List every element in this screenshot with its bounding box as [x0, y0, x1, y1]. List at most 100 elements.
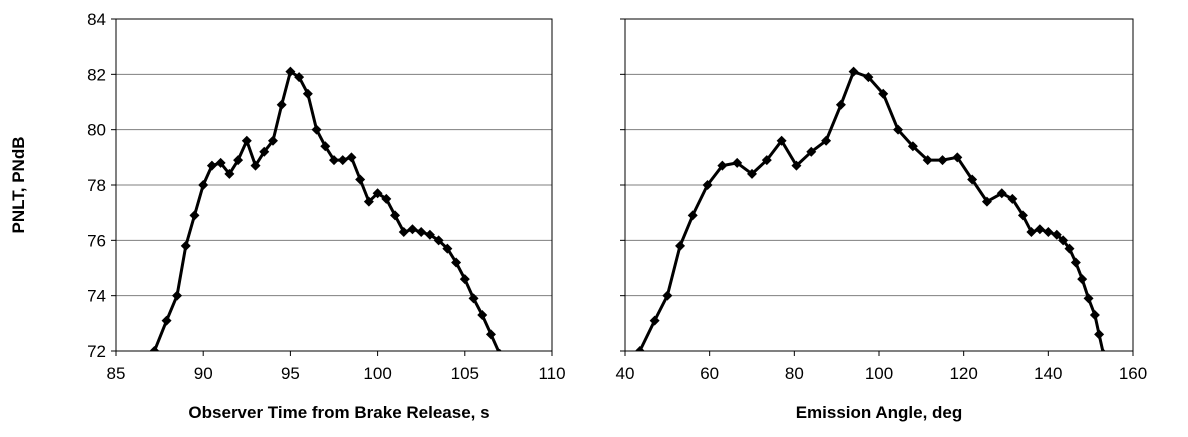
right-data-point-35	[1077, 274, 1088, 285]
right-data-point-15	[848, 66, 859, 77]
right-xtick-label-5: 140	[1034, 364, 1062, 383]
left-data-point-26	[381, 193, 392, 204]
left-data-point-16	[294, 72, 305, 83]
left-data-point-17	[302, 88, 313, 99]
left-xtick-label-4: 105	[451, 364, 479, 383]
right-data-point-32	[1058, 235, 1069, 246]
left-data-point-7	[215, 157, 226, 168]
left-data-point-8	[224, 168, 235, 179]
right-data-point-31	[1051, 229, 1062, 240]
right-data-point-29	[1034, 224, 1045, 235]
right-x-axis-title: Emission Angle, deg	[796, 403, 963, 422]
right-chart-panel: 40 60 80 100 120 140 160 Emission Angle, deg	[616, 18, 1147, 422]
right-data-point-8	[747, 168, 757, 179]
left-data-point-34	[451, 257, 462, 268]
right-data-point-5	[702, 180, 713, 190]
left-data-point-2	[172, 290, 183, 301]
left-data-point-3	[180, 240, 191, 251]
right-xtick-label-0: 40	[616, 364, 635, 383]
left-ytick-label-2: 76	[87, 231, 106, 250]
right-data-point-33	[1064, 243, 1075, 254]
left-xtick-label-3: 100	[363, 364, 391, 383]
left-data-point-39	[497, 348, 502, 351]
left-data-point-14	[276, 99, 287, 110]
right-data-point-1	[649, 315, 660, 326]
left-data-point-30	[416, 227, 427, 238]
left-data-point-4	[189, 210, 200, 221]
left-data-point-37	[477, 310, 488, 321]
left-xtick-label-0: 85	[107, 364, 126, 383]
left-data-point-36	[468, 293, 479, 304]
right-data-point-3	[675, 240, 686, 251]
left-ytick-label-4: 80	[87, 121, 106, 140]
left-data-point-22	[346, 152, 357, 163]
left-data-point-6	[206, 160, 217, 171]
left-data-point-11	[250, 160, 261, 171]
right-data-point-2	[662, 290, 673, 301]
left-ytick-label-1: 74	[87, 287, 106, 306]
left-data-point-1	[161, 315, 172, 326]
right-data-point-10	[776, 135, 787, 146]
left-data-point-5	[198, 180, 209, 190]
left-plot-area	[149, 66, 502, 351]
right-data-point-17	[878, 88, 889, 99]
right-data-point-6	[717, 160, 728, 171]
left-data-point-31	[424, 229, 435, 240]
right-data-point-25	[996, 188, 1007, 199]
right-data-point-14	[835, 99, 846, 110]
right-data-point-9	[761, 155, 772, 166]
left-data-point-28	[398, 227, 409, 238]
right-data-point-26	[1007, 193, 1018, 204]
right-data-point-36	[1083, 293, 1094, 304]
right-data-point-18	[893, 124, 904, 135]
left-ytick-label-5: 82	[87, 65, 106, 84]
left-data-point-23	[355, 174, 366, 185]
right-data-point-16	[863, 72, 874, 83]
right-xtick-label-3: 100	[865, 364, 893, 383]
left-data-point-12	[259, 146, 270, 157]
right-xtick-label-1: 60	[700, 364, 719, 383]
right-data-point-4	[687, 210, 698, 221]
left-xtick-label-1: 90	[194, 364, 213, 383]
left-chart-panel: 72 74 76 78 80 82 84 85 90 95 100 105 110 Observer Ti…	[9, 10, 566, 422]
left-data-point-27	[390, 210, 401, 221]
left-y-axis-title: PNLT, PNdB	[9, 137, 28, 234]
left-data-point-10	[241, 135, 252, 146]
left-data-point-20	[329, 155, 339, 166]
right-data-point-23	[967, 174, 978, 185]
right-data-point-19	[907, 141, 918, 152]
right-xtick-label-2: 80	[785, 364, 804, 383]
left-data-point-18	[311, 124, 322, 135]
left-ytick-label-6: 84	[87, 10, 106, 29]
left-series-line-0	[153, 70, 501, 351]
right-xtick-label-6: 160	[1119, 364, 1147, 383]
right-data-point-28	[1026, 227, 1037, 238]
right-data-point-11	[791, 160, 802, 171]
right-data-point-21	[937, 155, 948, 166]
right-xtick-label-4: 120	[949, 364, 977, 383]
right-plot-area	[634, 66, 1106, 351]
left-xtick-label-5: 110	[538, 364, 565, 383]
right-data-point-22	[952, 152, 963, 163]
left-data-point-35	[459, 274, 470, 285]
left-data-point-32	[433, 235, 444, 246]
right-data-point-7	[732, 157, 743, 168]
left-data-point-29	[407, 224, 418, 235]
right-data-point-13	[821, 135, 832, 146]
left-data-point-0	[149, 346, 160, 351]
left-data-point-21	[337, 155, 348, 166]
right-data-point-34	[1070, 257, 1081, 268]
left-data-point-33	[442, 243, 453, 254]
left-ytick-label-3: 78	[87, 176, 106, 195]
left-ytick-label-0: 72	[87, 342, 106, 361]
left-x-axis-title: Observer Time from Brake Release, s	[188, 403, 489, 422]
right-data-point-39	[1101, 348, 1106, 351]
left-data-point-24	[363, 196, 374, 207]
left-data-point-19	[320, 141, 331, 152]
left-data-point-9	[233, 155, 244, 166]
left-data-point-25	[372, 188, 383, 199]
right-data-point-12	[806, 146, 817, 157]
right-data-point-27	[1017, 210, 1028, 221]
